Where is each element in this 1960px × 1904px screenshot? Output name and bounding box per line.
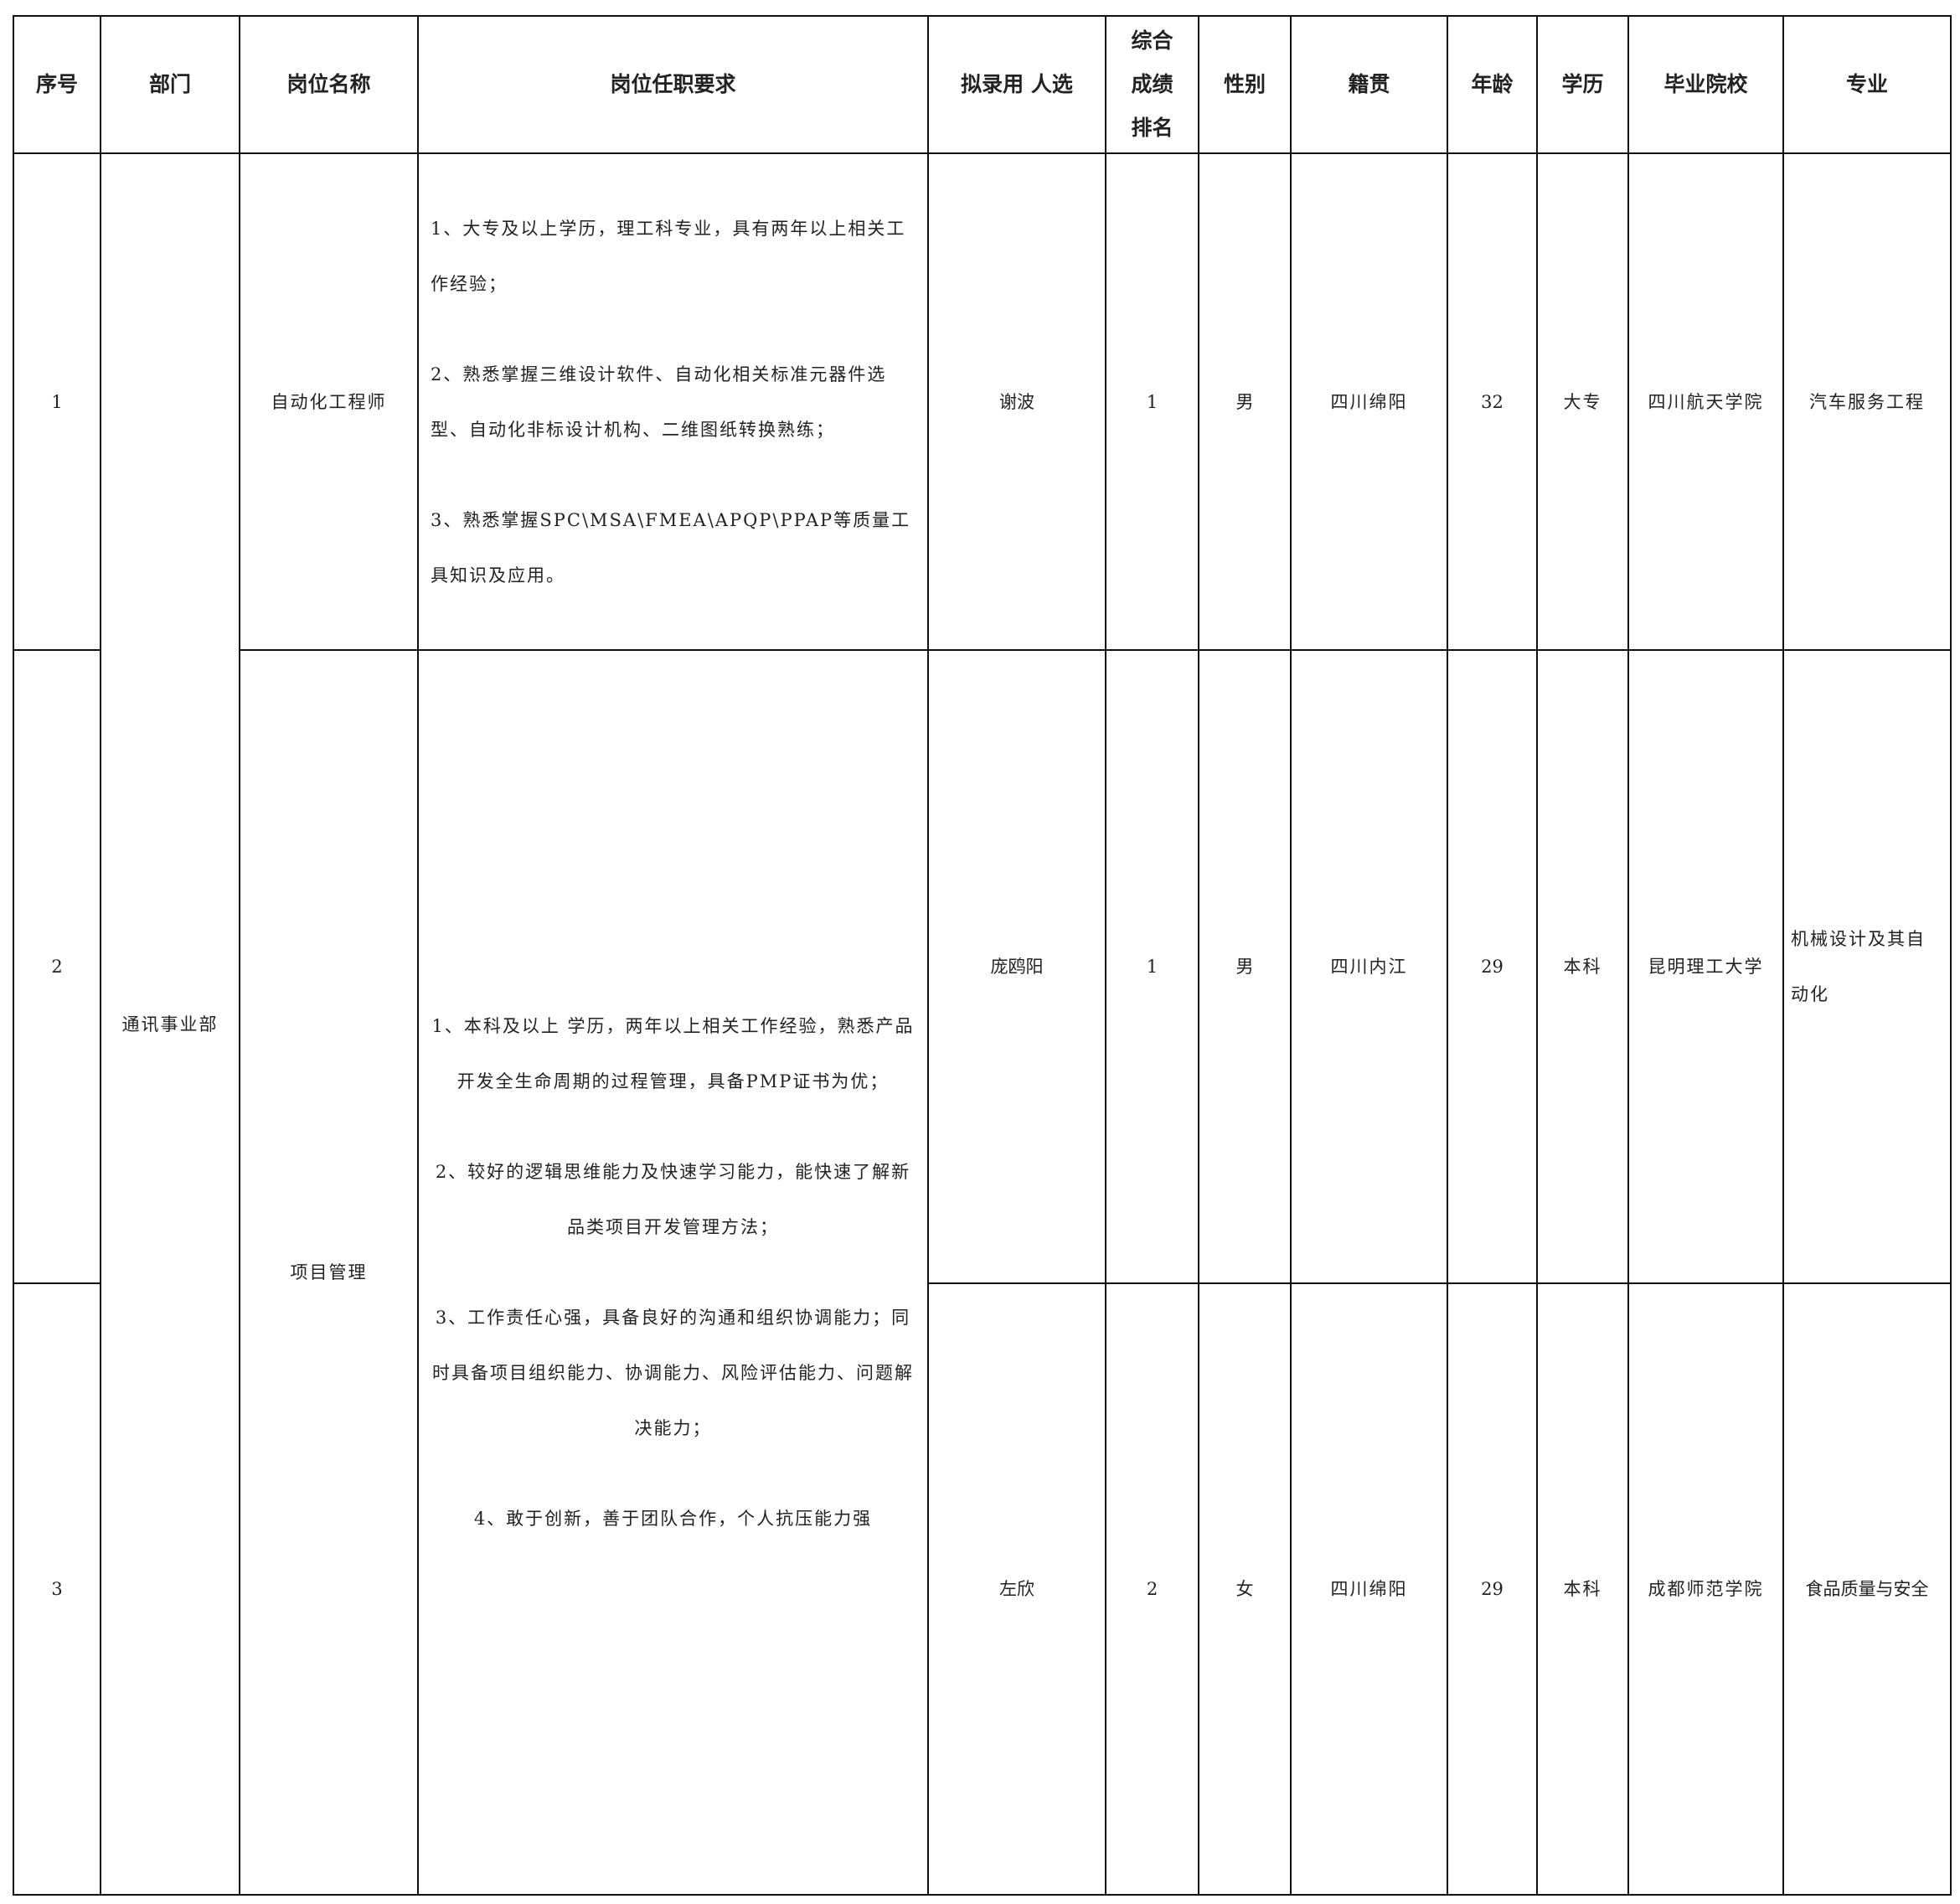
requirement-item: 2、较好的逻辑思维能力及快速学习能力，能快速了解新品类项目开发管理方法； xyxy=(435,1162,911,1237)
major-cell: 汽车服务工程 xyxy=(1782,152,1952,651)
origin-cell: 四川绵阳 xyxy=(1290,152,1448,651)
gender-cell: 男 xyxy=(1198,649,1292,1284)
rank-cell: 1 xyxy=(1105,152,1199,651)
header-candidate: 拟录用 人选 xyxy=(927,15,1106,154)
department-cell: 通讯事业部 xyxy=(100,152,240,1896)
requirements-cell: 1、大专及以上学历，理工科专业，具有两年以上相关工作经验； 2、熟悉掌握三维设计… xyxy=(417,152,929,651)
header-gender: 性别 xyxy=(1198,15,1292,154)
age-cell: 29 xyxy=(1447,1282,1538,1896)
requirements-cell: 1、本科及以上 学历，两年以上相关工作经验，熟悉产品开发全生命周期的过程管理，具… xyxy=(417,649,929,1896)
age-cell: 32 xyxy=(1447,152,1538,651)
requirement-item: 3、熟悉掌握SPC\MSA\FMEA\APQP\PPAP等质量工具知识及应用。 xyxy=(431,509,911,586)
table-row: 3 左欣 2 女 四川绵阳 29 本科 成都师范学院 食品质量与安全 xyxy=(13,1282,1952,1896)
header-dept: 部门 xyxy=(100,15,240,154)
header-origin: 籍贯 xyxy=(1290,15,1448,154)
requirement-item: 1、大专及以上学历，理工科专业，具有两年以上相关工作经验； xyxy=(431,218,906,294)
requirement-item: 3、工作责任心强，具备良好的沟通和组织协调能力；同时具备项目组织能力、协调能力、… xyxy=(432,1308,914,1438)
header-requirements: 岗位任职要求 xyxy=(417,15,929,154)
candidate-cell: 谢波 xyxy=(927,152,1106,651)
position-cell: 项目管理 xyxy=(239,649,419,1896)
seq-cell: 1 xyxy=(13,152,101,651)
header-education: 学历 xyxy=(1536,15,1629,154)
header-seq: 序号 xyxy=(13,15,101,154)
school-cell: 四川航天学院 xyxy=(1627,152,1784,651)
seq-cell: 3 xyxy=(13,1282,101,1896)
header-age: 年龄 xyxy=(1447,15,1538,154)
education-cell: 大专 xyxy=(1536,152,1629,651)
candidate-cell: 庞鸥阳 xyxy=(927,649,1106,1284)
seq-cell: 2 xyxy=(13,649,101,1284)
table-row: 2 项目管理 1、本科及以上 学历，两年以上相关工作经验，熟悉产品开发全生命周期… xyxy=(13,649,1952,1896)
education-cell: 本科 xyxy=(1536,1282,1629,1896)
header-rank: 综合成绩排名 xyxy=(1105,15,1199,154)
origin-cell: 四川绵阳 xyxy=(1290,1282,1448,1896)
rank-cell: 1 xyxy=(1105,649,1199,1284)
requirement-item: 1、本科及以上 学历，两年以上相关工作经验，熟悉产品开发全生命周期的过程管理，具… xyxy=(431,1016,915,1091)
candidate-cell: 左欣 xyxy=(927,1282,1106,1896)
header-position: 岗位名称 xyxy=(239,15,419,154)
rank-cell: 2 xyxy=(1105,1282,1199,1896)
major-cell: 机械设计及其自动化 xyxy=(1782,649,1952,1284)
table-row: 1 通讯事业部 自动化工程师 1、大专及以上学历，理工科专业，具有两年以上相关工… xyxy=(13,152,1952,1896)
major-cell: 食品质量与安全 xyxy=(1782,1282,1952,1896)
gender-cell: 男 xyxy=(1198,152,1292,651)
origin-cell: 四川内江 xyxy=(1290,649,1448,1284)
requirement-item: 4、敢于创新，善于团队合作，个人抗压能力强 xyxy=(473,1509,873,1529)
school-cell: 昆明理工大学 xyxy=(1627,649,1784,1284)
hiring-table: 序号 部门 岗位名称 岗位任职要求 拟录用 人选 综合成绩排名 性别 籍贯 年龄… xyxy=(13,15,1952,1896)
education-cell: 本科 xyxy=(1536,649,1629,1284)
header-school: 毕业院校 xyxy=(1627,15,1784,154)
position-cell: 自动化工程师 xyxy=(239,152,419,651)
age-cell: 29 xyxy=(1447,649,1538,1284)
requirement-item: 2、熟悉掌握三维设计软件、自动化相关标准元器件选型、自动化非标设计机构、二维图纸… xyxy=(431,364,887,440)
school-cell: 成都师范学院 xyxy=(1627,1282,1784,1896)
gender-cell: 女 xyxy=(1198,1282,1292,1896)
header-major: 专业 xyxy=(1782,15,1952,154)
header-row: 序号 部门 岗位名称 岗位任职要求 拟录用 人选 综合成绩排名 性别 籍贯 年龄… xyxy=(13,15,1952,154)
